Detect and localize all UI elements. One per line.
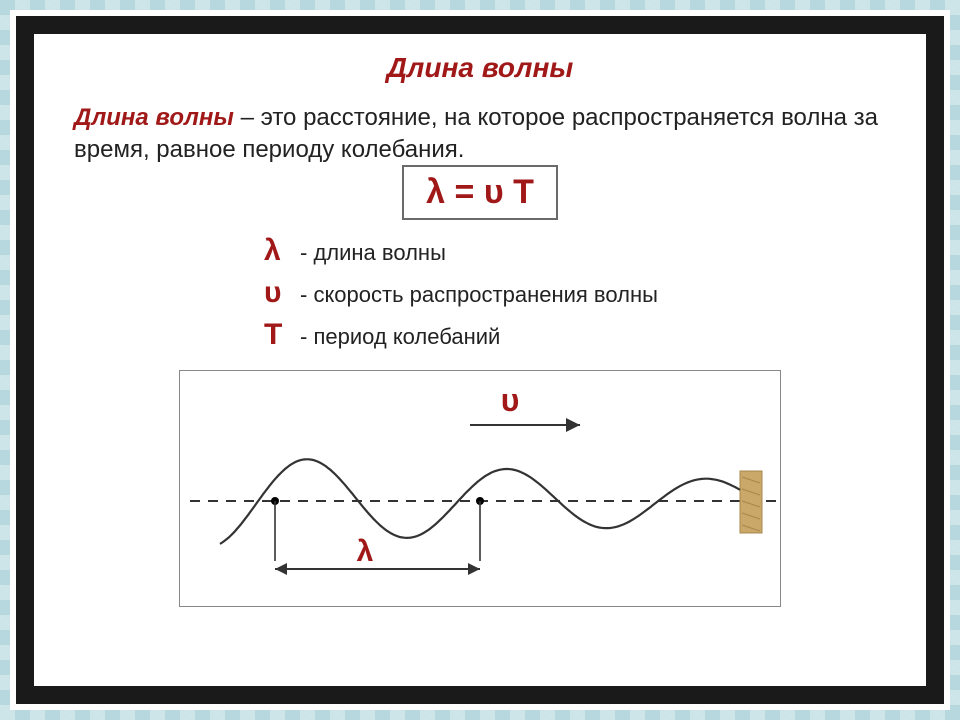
formula-row: λ = υ T xyxy=(74,165,886,220)
diagram-container: λυ xyxy=(74,370,886,607)
definition-term: Длина волны xyxy=(74,104,234,131)
legend-txt-T: - период колебаний xyxy=(300,324,500,350)
outer-frame: Длина волны Длина волны – это расстояние… xyxy=(10,10,950,710)
legend-sym-v: υ xyxy=(264,276,300,310)
formula-T: T xyxy=(504,173,534,211)
legend-row-lambda: λ - длина волны xyxy=(264,234,886,268)
wave-diagram: λυ xyxy=(180,371,780,601)
svg-text:υ: υ xyxy=(501,382,520,418)
legend-sym-lambda: λ xyxy=(264,234,300,268)
legend: λ - длина волны υ - скорость распростран… xyxy=(264,234,886,352)
legend-row-v: υ - скорость распространения волны xyxy=(264,276,886,310)
formula-eq: = xyxy=(445,173,484,211)
svg-text:λ: λ xyxy=(357,535,374,568)
formula-v: υ xyxy=(484,173,504,211)
formula-box: λ = υ T xyxy=(402,165,558,220)
legend-txt-lambda: - длина волны xyxy=(300,240,446,266)
legend-row-T: T - период колебаний xyxy=(264,318,886,352)
wave-diagram-box: λυ xyxy=(179,370,781,607)
definition-paragraph: Длина волны – это расстояние, на которое… xyxy=(74,102,886,167)
formula-lambda: λ xyxy=(426,173,445,211)
slide-frame: Длина волны Длина волны – это расстояние… xyxy=(16,16,944,704)
page-title: Длина волны xyxy=(74,52,886,84)
definition-dash: – xyxy=(234,104,261,131)
legend-txt-v: - скорость распространения волны xyxy=(300,282,658,308)
legend-sym-T: T xyxy=(264,318,300,352)
